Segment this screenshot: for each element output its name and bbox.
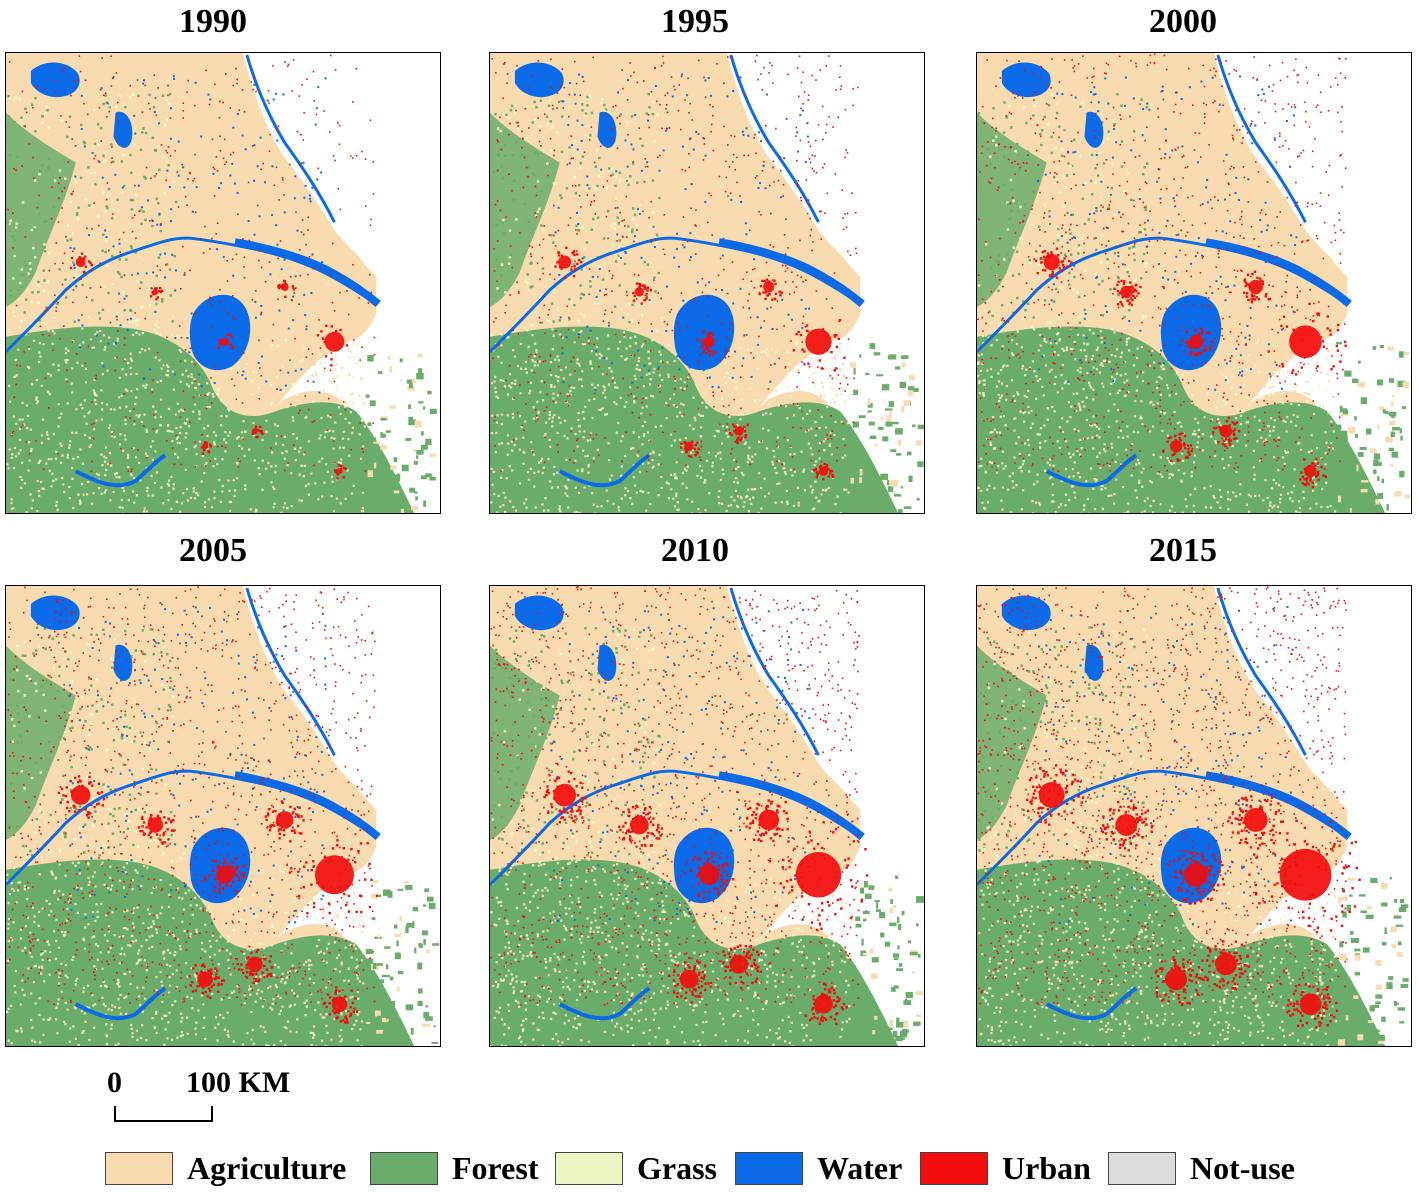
legend-swatch-agriculture — [105, 1152, 173, 1185]
legend-label-agriculture: Agriculture — [187, 1150, 347, 1186]
map-canvas — [977, 53, 1411, 513]
map-canvas — [6, 53, 437, 513]
legend-swatch-forest — [370, 1152, 438, 1185]
panel-title-2015: 2015 — [1149, 532, 1217, 569]
land-use-map-1995 — [489, 52, 925, 514]
scale-bar — [114, 1106, 213, 1122]
map-canvas — [6, 586, 440, 1046]
scale-start-label: 0 — [107, 1066, 122, 1099]
legend-label-water: Water — [817, 1150, 903, 1186]
map-canvas — [490, 586, 924, 1046]
legend-swatch-not-use — [1108, 1152, 1176, 1185]
legend-label-grass: Grass — [637, 1150, 717, 1186]
panel-title-1990: 1990 — [179, 3, 247, 40]
scale-end-label: 100 KM — [186, 1066, 291, 1099]
panel-title-2010: 2010 — [661, 532, 729, 569]
legend-swatch-urban — [920, 1152, 988, 1185]
panel-title-1995: 1995 — [661, 3, 729, 40]
map-canvas — [977, 586, 1409, 1046]
land-use-map-2000 — [976, 52, 1412, 514]
land-use-map-2015 — [976, 585, 1412, 1047]
legend-label-forest: Forest — [452, 1150, 539, 1186]
panel-title-2000: 2000 — [1149, 3, 1217, 40]
map-canvas — [490, 53, 924, 513]
land-use-map-2005 — [5, 585, 441, 1047]
legend-label-urban: Urban — [1002, 1150, 1091, 1186]
legend-swatch-water — [735, 1152, 803, 1185]
legend-swatch-grass — [555, 1152, 623, 1185]
land-use-map-1990 — [5, 52, 441, 514]
land-use-map-2010 — [489, 585, 925, 1047]
panel-title-2005: 2005 — [179, 532, 247, 569]
legend-label-not-use: Not-use — [1190, 1150, 1295, 1186]
